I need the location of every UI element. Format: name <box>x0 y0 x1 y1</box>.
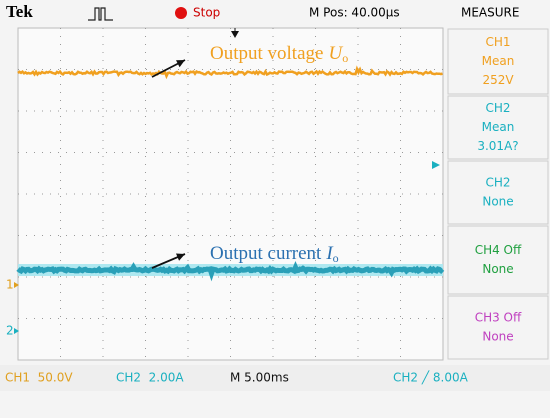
annotation: Output current Io <box>210 243 339 264</box>
annotation-subscript: o <box>342 51 348 65</box>
measure-line: CH3 Off <box>475 311 522 325</box>
measure-line: None <box>482 330 513 344</box>
annotation-symbol: U <box>328 43 343 64</box>
stop-indicator <box>175 7 187 19</box>
measure-line: 3.01A? <box>477 139 518 153</box>
measure-line: CH2 <box>485 101 510 115</box>
menu: MEASURE <box>461 6 519 20</box>
measure-line: Mean <box>482 54 515 68</box>
ch2-scale: CH2 2.00A <box>116 371 184 385</box>
measure-line: None <box>482 262 513 276</box>
measure-box <box>447 28 549 95</box>
trigger-level <box>432 161 440 169</box>
ch2-trace <box>16 261 445 282</box>
channel-marker: 1 <box>6 278 14 292</box>
measure-box <box>447 160 549 225</box>
measure-box <box>447 95 549 160</box>
footer-bar <box>0 365 550 391</box>
annotation-subscript: o <box>333 251 339 265</box>
measure-panel: CH1 Mean 252V CH2 Mean 3.01A? CH2 None CH4 Off No… <box>447 28 549 360</box>
measure-line: CH2 <box>485 176 510 190</box>
brand: Tek <box>6 2 33 21</box>
measure-line: CH4 Off <box>475 243 522 257</box>
channel-marker: 2 <box>6 324 14 338</box>
annotation-label: Output voltage <box>210 43 323 64</box>
channel-marker-arrow <box>14 282 19 288</box>
annotation-symbol: I <box>325 243 334 264</box>
measure-box <box>447 225 549 295</box>
graticule <box>17 27 444 361</box>
annotation-arrowhead <box>176 60 185 68</box>
measure-line: 252V <box>482 73 514 87</box>
traces <box>16 65 445 282</box>
annotation-label: Output current <box>210 243 322 264</box>
channel-marker-arrow <box>14 328 19 334</box>
ch1-trace <box>17 65 443 80</box>
measure-line: Mean <box>482 120 515 134</box>
position: M Pos: 40.00μs <box>309 6 400 20</box>
annotation-arrowhead <box>176 253 185 261</box>
trigger-position <box>231 31 239 38</box>
ch1-scale: CH1 50.0V <box>5 371 73 385</box>
status: Stop <box>193 6 220 20</box>
time-scale: M 5.00ms <box>230 371 289 385</box>
measure-line: CH1 <box>485 35 510 49</box>
annotation: Output voltage Uo <box>210 43 348 64</box>
trigger-setting: CH2 ╱ 8.00A <box>393 370 469 385</box>
measure-line: None <box>482 195 513 209</box>
trigger-icon <box>88 7 113 21</box>
measure-box <box>447 295 549 360</box>
